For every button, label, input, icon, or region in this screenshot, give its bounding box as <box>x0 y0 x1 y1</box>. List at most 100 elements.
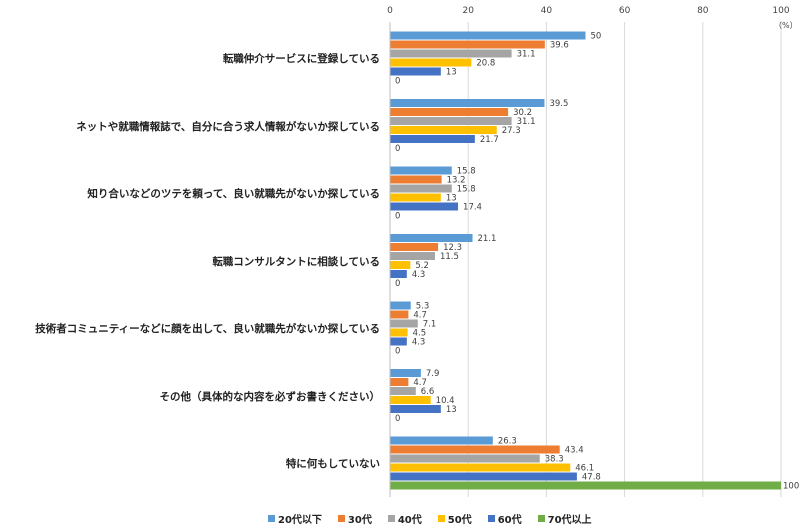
x-tick-label: 80 <box>697 6 709 16</box>
bar <box>390 31 586 40</box>
bar <box>390 405 441 413</box>
legend-item: 70代以上 <box>537 511 592 526</box>
bar <box>390 166 452 175</box>
data-label: 100 <box>783 482 799 492</box>
data-labels: 5039.631.120.813039.530.231.127.321.7015… <box>395 32 799 492</box>
legend-swatch <box>487 515 495 522</box>
bar <box>390 117 512 125</box>
legend-swatch <box>537 515 545 522</box>
bar <box>390 387 416 395</box>
data-label: 31.1 <box>517 117 536 127</box>
data-label: 4.7 <box>413 378 427 388</box>
bar <box>390 243 439 251</box>
x-tick-label: 40 <box>541 6 553 16</box>
bar <box>390 175 442 184</box>
data-label: 13 <box>446 405 457 415</box>
data-label: 5.3 <box>416 302 430 312</box>
data-label: 21.1 <box>478 234 497 244</box>
bar <box>390 234 473 242</box>
legend-label: 60代 <box>497 515 522 526</box>
data-label: 15.8 <box>457 185 476 195</box>
data-label: 50 <box>591 32 602 42</box>
bar <box>390 202 459 211</box>
bar <box>390 40 545 49</box>
bar <box>390 436 493 445</box>
bar <box>390 472 577 481</box>
bar <box>390 49 512 58</box>
legend-swatch <box>268 515 275 522</box>
bar <box>390 301 411 310</box>
category-label: 転職コンサルタントに相談している <box>212 255 380 268</box>
data-label: 0 <box>395 77 400 87</box>
bar <box>390 126 497 134</box>
bar <box>390 270 407 278</box>
bar <box>390 481 781 490</box>
data-label: 47.8 <box>582 473 601 483</box>
legend-item: 40代 <box>387 511 422 526</box>
data-label: 20.8 <box>476 59 495 69</box>
data-label: 13 <box>446 68 457 78</box>
bar <box>390 261 411 269</box>
bar <box>390 99 545 107</box>
bar <box>390 58 472 67</box>
data-label: 27.3 <box>502 126 521 136</box>
data-label: 13.2 <box>447 176 466 186</box>
data-label: 0 <box>395 279 400 289</box>
bar <box>390 328 408 337</box>
legend-item: 60代 <box>487 511 522 526</box>
data-label: 4.5 <box>413 329 427 339</box>
bar <box>390 193 441 202</box>
bar <box>390 454 540 463</box>
legend-label: 40代 <box>397 515 422 526</box>
category-label: 特に何もしていない <box>285 458 380 470</box>
data-label: 7.1 <box>423 320 437 330</box>
bar <box>390 337 407 346</box>
data-label: 4.7 <box>413 311 427 321</box>
legend: 20代以下 30代 40代 50代 60代 70代以上 <box>268 511 592 526</box>
category-label: ネットや就職情報誌で、自分に合う求人情報がないか探している <box>76 120 380 133</box>
legend-item: 50代 <box>437 511 472 526</box>
x-tick-label: 60 <box>619 6 631 16</box>
bar <box>390 445 560 454</box>
data-label: 4.3 <box>412 270 426 280</box>
bar <box>390 396 431 404</box>
unit-label: （%） <box>774 21 798 30</box>
data-label: 11.5 <box>440 252 459 262</box>
category-label: 技術者コミュニティーなどに顔を出して、良い就職先がないか探している <box>35 323 380 335</box>
bar <box>390 319 418 328</box>
legend-label: 30代 <box>347 515 372 526</box>
legend-label: 50代 <box>447 515 472 526</box>
legend-label: 70代以上 <box>547 515 592 526</box>
category-label: 転職仲介サービスに登録している <box>222 53 380 65</box>
x-tick-label: 100 <box>772 6 789 16</box>
data-label: 43.4 <box>565 446 584 456</box>
bar <box>390 369 421 377</box>
data-label: 39.5 <box>549 99 568 109</box>
data-label: 31.1 <box>517 50 536 60</box>
legend-label: 20代以下 <box>278 515 322 526</box>
x-axis-ticks: 0 20 40 60 80 100 <box>387 6 790 16</box>
data-label: 4.3 <box>412 338 426 348</box>
x-tick-label: 20 <box>462 6 474 16</box>
data-label: 5.2 <box>415 261 429 271</box>
legend-swatch <box>387 515 395 522</box>
data-label: 15.8 <box>457 167 476 177</box>
data-label: 12.3 <box>443 243 462 253</box>
data-label: 0 <box>395 212 400 222</box>
data-label: 46.1 <box>575 464 594 474</box>
category-label: 知り合いなどのツテを頼って、良い就職先がないか探している <box>87 188 380 200</box>
legend-item: 20代以下 <box>268 511 322 526</box>
x-tick-label: 0 <box>387 6 393 16</box>
data-label: 0 <box>395 144 400 154</box>
legend-item: 30代 <box>337 511 372 526</box>
bar <box>390 67 441 76</box>
bar <box>390 108 509 116</box>
data-label: 39.6 <box>550 41 569 51</box>
bar <box>390 310 409 319</box>
data-label: 21.7 <box>480 135 499 145</box>
bar <box>390 135 475 143</box>
data-label: 7.9 <box>426 369 440 379</box>
data-label: 10.4 <box>436 396 455 406</box>
bar <box>390 184 452 193</box>
